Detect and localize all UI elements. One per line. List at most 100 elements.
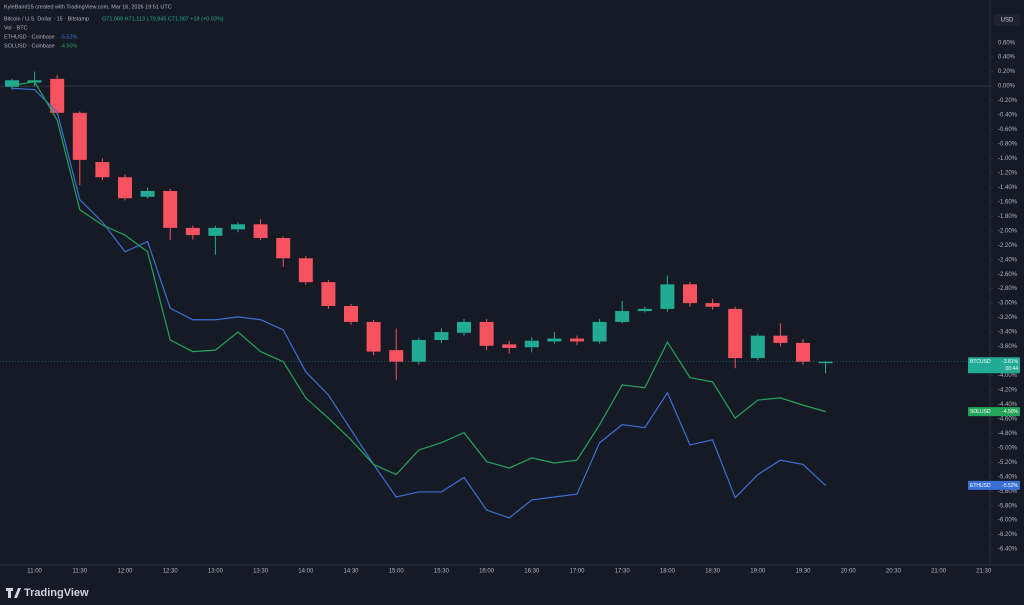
y-tick-label: -0.40% (998, 113, 1018, 119)
y-tick-label: -4.20% (998, 388, 1018, 394)
series-line (11, 87, 827, 519)
x-tick-label: 21:30 (976, 569, 992, 575)
price-tag-value: -3.81% (1002, 359, 1018, 365)
x-tick-label: 11:30 (73, 569, 88, 575)
y-tick-label: -3.20% (998, 315, 1018, 321)
candle-body (615, 311, 630, 322)
y-tick-label: -4.00% (998, 373, 1018, 379)
y-tick-label: -4.80% (998, 431, 1018, 437)
x-tick-label: 15:00 (389, 569, 405, 575)
logo-icon (6, 588, 21, 598)
candle-body (118, 177, 132, 199)
price-tag-value: -5.52% (1002, 483, 1018, 489)
y-tick-label: 0.20% (998, 69, 1016, 75)
y-tick-label: 0.40% (998, 55, 1016, 61)
y-tick-label: -2.60% (998, 272, 1018, 278)
y-tick-label: -0.20% (998, 98, 1018, 104)
x-tick-label: 12:00 (117, 569, 133, 575)
y-tick-label: -2.20% (998, 243, 1018, 249)
candle-body (592, 321, 607, 342)
candle-body (366, 321, 381, 352)
y-tick-label: -2.00% (998, 228, 1018, 234)
x-tick-label: 13:30 (253, 569, 269, 575)
x-tick-label: 17:00 (569, 569, 585, 575)
x-tick-label: 18:30 (705, 569, 721, 575)
y-tick-label: -5.40% (998, 474, 1018, 480)
candle-body (479, 321, 494, 346)
candle-body (72, 112, 87, 160)
candle-body (502, 344, 517, 348)
y-tick-label: -3.60% (998, 344, 1018, 350)
price-tag (968, 480, 1020, 490)
y-tick-label: -1.40% (998, 185, 1018, 191)
candle-body (253, 224, 268, 239)
legend-name: SOLUSD · Coinbase (4, 43, 55, 49)
y-tick-label: -6.20% (998, 532, 1018, 538)
legend-value: -5.52% (60, 34, 78, 40)
brand-text: TradingView (24, 587, 89, 599)
legend-name: ETHUSD · Coinbase (4, 34, 55, 40)
x-tick-label: 21:00 (931, 569, 947, 575)
candle-body (750, 335, 765, 359)
candle-body (411, 340, 426, 362)
y-tick-label: -1.00% (998, 156, 1018, 162)
y-tick-label: -1.60% (998, 199, 1018, 205)
candle-body (5, 80, 19, 87)
symbol-text: Bitcoin / U.S. Dollar · 15 · Bitstamp (4, 16, 89, 22)
x-tick-label: 20:30 (886, 569, 902, 575)
x-tick-label: 19:30 (795, 569, 811, 575)
brand-logo: TradingView (6, 587, 89, 599)
y-tick-label: -4.60% (998, 416, 1018, 422)
header-text: KyleBaird15 created with TradingView.com… (4, 4, 172, 10)
price-tag (968, 357, 1020, 374)
y-tick-label: -1.80% (998, 214, 1018, 220)
y-tick-label: -1.20% (998, 170, 1018, 176)
candle-body (705, 303, 720, 307)
y-tick-label: -0.80% (998, 142, 1018, 148)
y-tick-label: -4.40% (998, 402, 1018, 408)
y-tick-label: -0.60% (998, 127, 1018, 133)
legend-value: -4.50% (60, 43, 78, 49)
candle-body (728, 308, 743, 359)
candle-body (344, 306, 358, 322)
x-tick-label: 19:00 (750, 569, 766, 575)
candle-body (298, 258, 313, 283)
candle-body (683, 284, 697, 304)
candle-body (140, 190, 155, 197)
candle-body (524, 340, 539, 348)
y-tick-label: -6.40% (998, 547, 1018, 553)
y-tick-label: -2.40% (998, 257, 1018, 263)
candle-body (570, 338, 584, 342)
y-tick-label: -5.20% (998, 460, 1018, 466)
candle-body (796, 342, 810, 362)
y-tick-label: -6.00% (998, 518, 1018, 524)
price-tag-value: -4.50% (1002, 409, 1018, 415)
x-tick-label: 16:00 (479, 569, 495, 575)
candle-body (434, 332, 449, 341)
x-tick-label: 12:30 (163, 569, 179, 575)
candle-body (389, 350, 404, 362)
x-tick-label: 13:00 (208, 569, 224, 575)
y-tick-label: -5.60% (998, 489, 1018, 495)
price-tag-countdown: 00:44 (1005, 366, 1018, 372)
currency-label[interactable]: USD (1001, 18, 1014, 24)
candle-body (276, 238, 291, 259)
candle-body (457, 321, 471, 333)
y-tick-label: -5.80% (998, 503, 1018, 509)
x-tick-label: 15:30 (434, 569, 450, 575)
x-tick-label: 17:30 (615, 569, 631, 575)
price-tag-name: SOLUSD (970, 409, 991, 415)
candle-body (163, 190, 178, 228)
series-line (11, 81, 826, 476)
candle-body (321, 282, 336, 307)
candle-body (95, 162, 110, 178)
candle-body (773, 335, 788, 343)
currency-button[interactable] (994, 14, 1020, 26)
y-tick-label: 0.00% (998, 84, 1016, 90)
y-tick-label: -5.00% (998, 445, 1018, 451)
x-tick-label: 16:30 (524, 569, 540, 575)
candle-body (660, 284, 675, 309)
